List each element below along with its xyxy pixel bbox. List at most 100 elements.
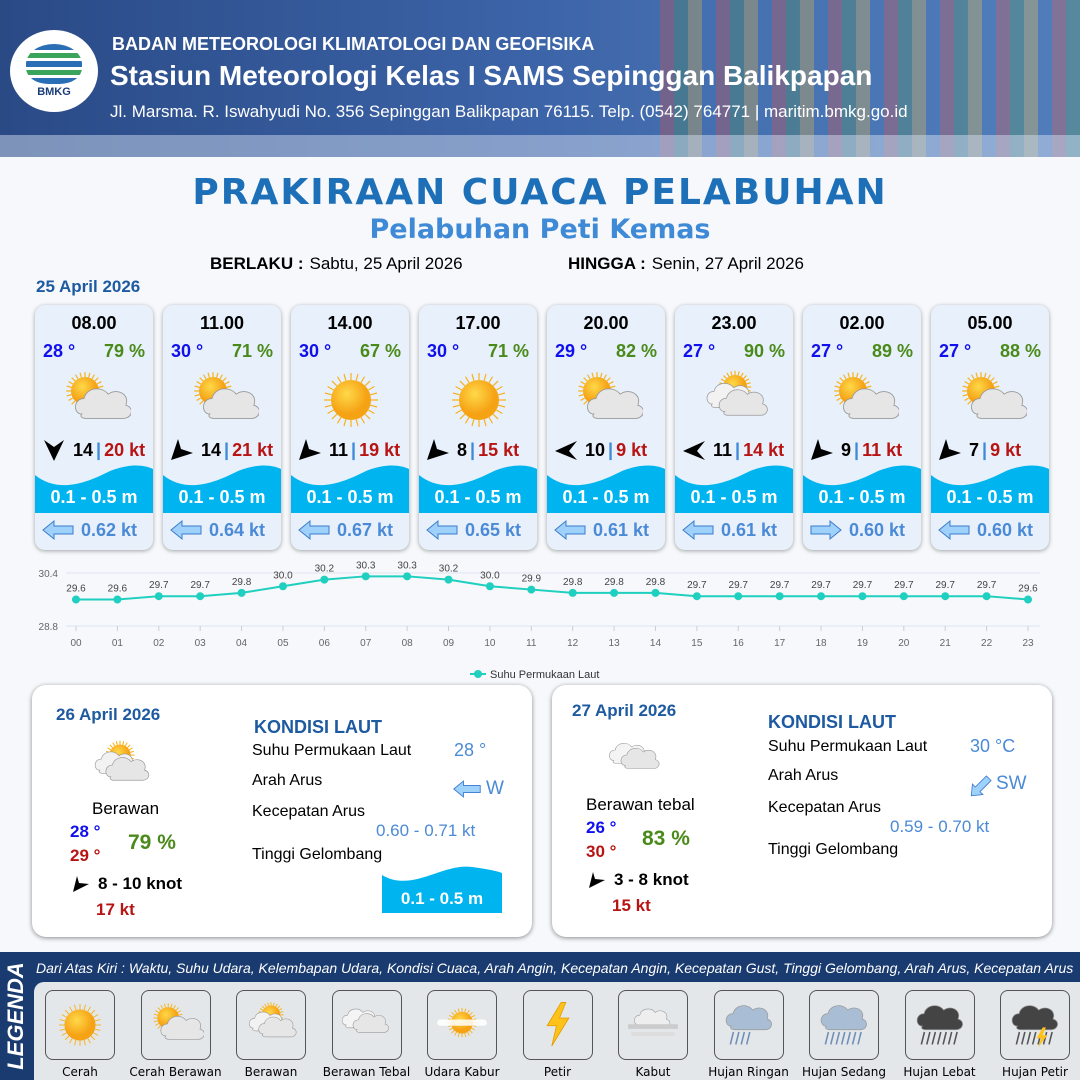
legend-icon-box: [1000, 990, 1070, 1060]
current-southwest-arrow-icon: [970, 775, 992, 797]
valid-from-label: BERLAKU :: [210, 254, 304, 273]
station-name: Stasiun Meteorologi Kelas I SAMS Sepingg…: [110, 60, 873, 91]
current-speed: 0.61 kt: [593, 519, 650, 540]
data-point: [154, 592, 163, 601]
data-point: [941, 592, 950, 601]
air-temp: 27 °: [939, 341, 972, 361]
gust-speed: 11 kt: [862, 439, 903, 460]
day3-date: 27 April 2026: [572, 701, 677, 720]
legend-item: Kabut: [603, 990, 703, 1079]
legend-item: Hujan Ringan: [699, 990, 799, 1079]
forecast-card: 05.00 27 ° 88 % 7 | 9 kt 0.1 - 0.5 m 0.60 …: [931, 305, 1049, 550]
current-row: 0.60 kt: [937, 519, 1033, 541]
legend-item: Hujan Sedang: [794, 990, 894, 1079]
legend-icon-box: [522, 990, 593, 1060]
legend-icon-box: [236, 990, 306, 1060]
wind-row: 8 | 15 kt: [425, 437, 533, 463]
current-arrow-left-icon: [554, 519, 586, 541]
data-label: 30.2: [439, 564, 459, 575]
x-tick: 12: [567, 638, 579, 649]
gust-speed: 9 kt: [616, 439, 648, 460]
petir-icon: [545, 1002, 570, 1047]
valid-from: BERLAKU : Sabtu, 25 April 2026: [210, 254, 463, 274]
legend-item: Berawan Tebal: [317, 990, 417, 1079]
day3-sea-title: KONDISI LAUT: [768, 712, 896, 732]
data-label: 29.7: [894, 580, 914, 591]
sst-label: Suhu Permukaan Laut: [768, 738, 928, 755]
hujan-ringan-icon: [725, 1005, 772, 1045]
forecast-time: 20.00: [583, 313, 629, 333]
data-label: 29.7: [853, 580, 873, 591]
forecast-card: 14.00 30 ° 67 % 11 | 19 kt 0.1 - 0.5 m 0.6…: [291, 305, 409, 550]
data-label: 29.9: [522, 574, 542, 585]
data-label: 29.7: [935, 580, 955, 591]
day2-panel: 26 April 2026 Berawan 28 ° 29 ° 79 % 8 -…: [32, 685, 532, 937]
wind-speed: 11: [329, 439, 349, 460]
series-line: [76, 575, 1029, 601]
data-point: [982, 592, 991, 601]
wind-row: 9 | 11 kt: [809, 437, 917, 463]
legend-label: Udara Kabur: [424, 1065, 500, 1079]
legend-label: Hujan Ringan: [708, 1065, 789, 1079]
humidity: 88 %: [999, 341, 1041, 361]
berawan-icon: [706, 370, 768, 416]
data-label: 29.6: [66, 584, 86, 595]
legend-label: Hujan Sedang: [802, 1065, 886, 1079]
wind-speed: 9: [841, 439, 852, 460]
day2-condition: Berawan: [92, 799, 160, 818]
wave-icon: [382, 866, 502, 913]
wind-speed: 11: [713, 439, 733, 460]
hujan-petir-icon: [1011, 1005, 1058, 1048]
day3-wind: 3 - 8 knot: [614, 870, 689, 889]
wind-row: 14 | 21 kt: [169, 437, 277, 463]
x-tick: 07: [360, 638, 372, 649]
data-label: 29.8: [604, 577, 624, 588]
data-point: [320, 575, 329, 584]
wind-arrow-down-icon: [44, 440, 64, 461]
current-speed-label: Kecepatan Arus: [252, 803, 365, 820]
current-speed: 0.67 kt: [337, 519, 394, 540]
cerah-icon: [59, 1004, 101, 1046]
wave-height: 0.1 - 0.5 m: [50, 487, 138, 507]
valid-to-value: Senin, 27 April 2026: [651, 254, 804, 273]
separator: |: [224, 439, 230, 460]
x-tick: 00: [70, 638, 82, 649]
day2-temp-max: 29 °: [70, 846, 101, 865]
berawan-tebal-icon: [341, 1008, 389, 1033]
legend-icon-box: [618, 990, 688, 1060]
separator: |: [608, 439, 614, 460]
gust-speed: 14 kt: [743, 439, 785, 460]
wind-row: 10 | 9 kt: [553, 437, 661, 463]
data-point: [858, 592, 867, 601]
wind-arrow-left-icon: [555, 441, 577, 460]
wind-row: 11 | 19 kt: [297, 437, 405, 463]
wave-height: 0.1 - 0.5 m: [818, 487, 906, 507]
x-tick: 15: [691, 638, 703, 649]
current-speed-label: Kecepatan Arus: [768, 799, 881, 816]
x-tick: 14: [650, 638, 662, 649]
station-address: Jl. Marsma. R. Iswahyudi No. 356 Sepingg…: [110, 102, 908, 121]
hujan-sedang-icon: [820, 1005, 867, 1045]
current-dir-label: Arah Arus: [768, 767, 839, 784]
data-point: [444, 575, 453, 584]
wind-direction-icon: [73, 876, 89, 892]
forecast-time: 02.00: [839, 313, 885, 333]
day2-sst: 28 °: [454, 740, 487, 760]
data-point: [485, 582, 494, 591]
wave-icon: [803, 465, 921, 513]
cerah-berawan-icon: [578, 372, 643, 419]
data-label: 30.3: [397, 560, 417, 571]
y-tick: 28.8: [39, 622, 59, 633]
forecast-time: 14.00: [327, 313, 373, 333]
x-tick: 05: [277, 638, 289, 649]
separator: |: [470, 439, 476, 460]
x-tick: 09: [443, 638, 455, 649]
wind-row: 14 | 20 kt: [41, 437, 149, 463]
legend-icon-box: [809, 990, 879, 1060]
day3-condition: Berawan tebal: [586, 795, 695, 814]
forecast-time: 23.00: [711, 313, 757, 333]
separator: |: [96, 439, 102, 460]
day2-sea-title: KONDISI LAUT: [254, 717, 382, 737]
data-label: 29.7: [149, 580, 169, 591]
data-point: [361, 572, 370, 581]
